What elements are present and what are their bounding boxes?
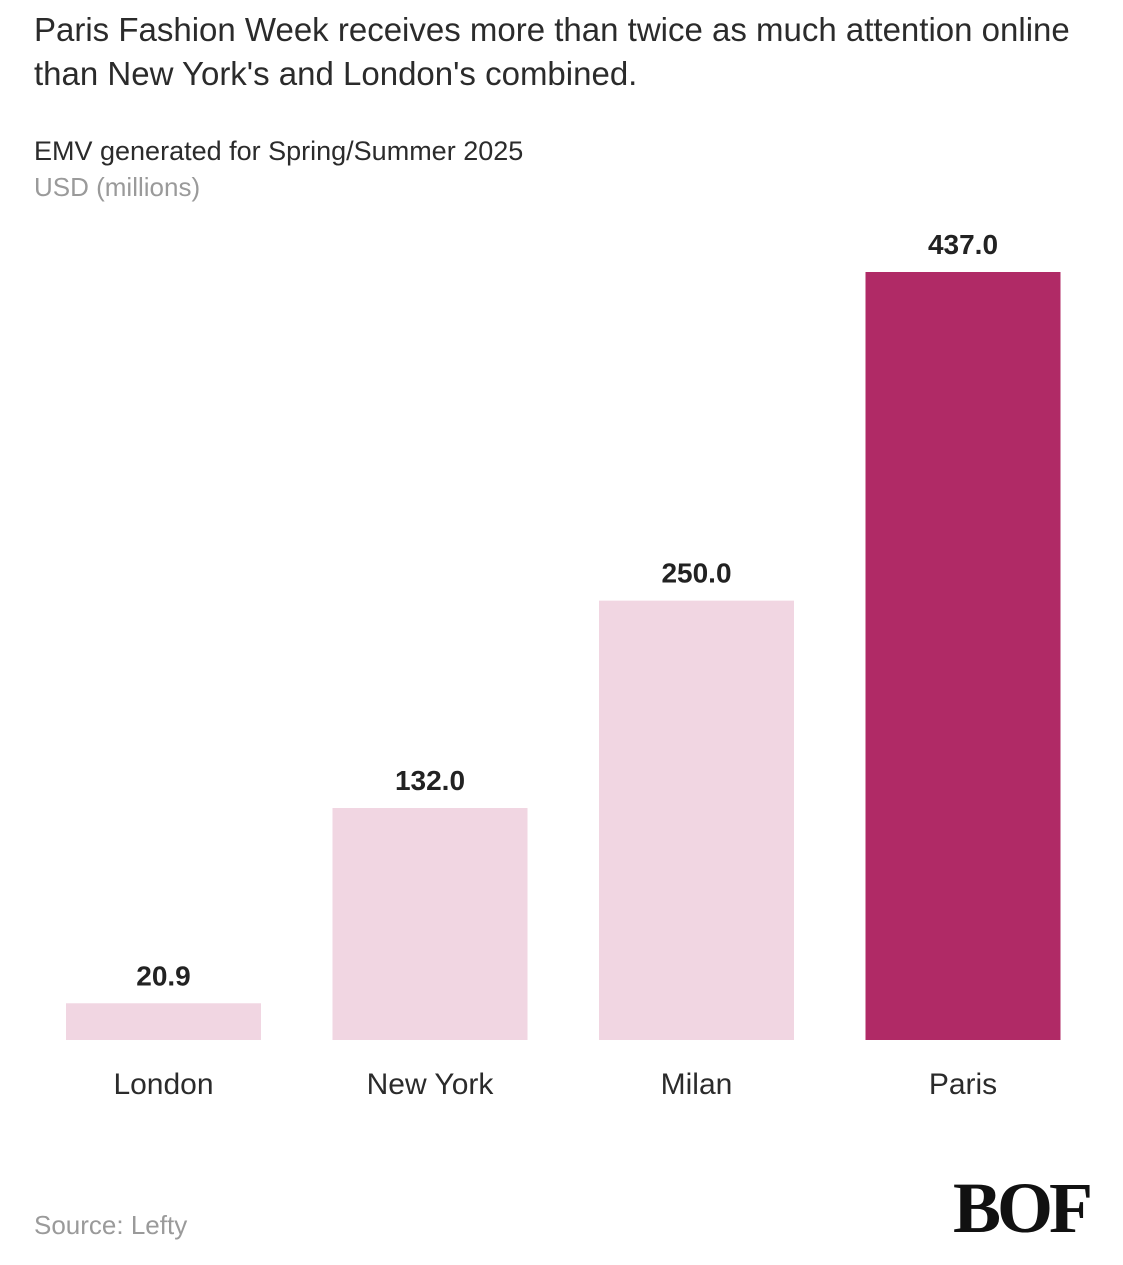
source-note: Source: Lefty bbox=[34, 1210, 188, 1240]
bar-paris bbox=[865, 272, 1061, 1040]
chart-title: EMV generated for Spring/Summer 2025 bbox=[34, 136, 524, 166]
category-label-london: London bbox=[113, 1068, 213, 1101]
value-label-new-york: 132.0 bbox=[395, 765, 465, 796]
value-label-paris: 437.0 bbox=[928, 229, 998, 260]
bar-new-york bbox=[332, 808, 528, 1040]
headline: Paris Fashion Week receives more than tw… bbox=[34, 11, 1070, 92]
bar-chart: 20.9 London 132.0 New York 250.0 Milan 437.0 Pa… bbox=[66, 229, 1061, 1101]
category-label-paris: Paris bbox=[929, 1068, 997, 1101]
bof-logo: BOF bbox=[952, 1168, 1093, 1248]
value-label-milan: 250.0 bbox=[661, 558, 731, 589]
category-label-milan: Milan bbox=[661, 1068, 733, 1101]
chart-unit: USD (millions) bbox=[34, 172, 201, 202]
value-label-london: 20.9 bbox=[136, 960, 191, 991]
bar-london bbox=[66, 1003, 261, 1040]
category-label-new-york: New York bbox=[367, 1068, 495, 1101]
bar-milan bbox=[599, 600, 794, 1040]
